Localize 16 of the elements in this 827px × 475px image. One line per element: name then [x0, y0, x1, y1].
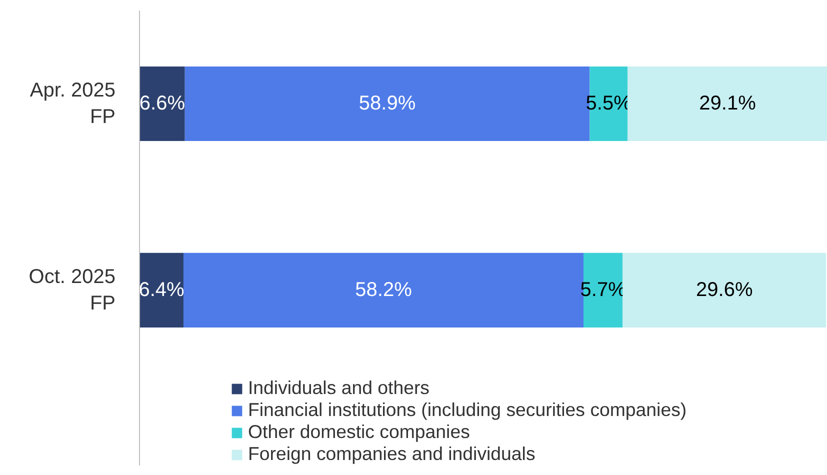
data-label: 6.4% [138, 279, 185, 302]
data-label: 6.6% [139, 92, 186, 115]
y-tick-label: Apr. 2025 FP [30, 80, 116, 128]
data-label: 29.1% [699, 92, 756, 115]
bar [140, 252, 184, 328]
legend-label: Foreign companies and individuals [248, 443, 536, 465]
bar [140, 66, 185, 142]
legend-label: Individuals and others [248, 377, 430, 399]
legend-label: Financial institutions (including securities companies) [248, 399, 687, 421]
bar [622, 252, 826, 328]
data-label: 58.2% [355, 279, 412, 302]
data-label: 29.6% [696, 279, 753, 302]
y-tick-label: Oct. 2025 FP [28, 266, 116, 314]
legend-label: Other domestic companies [248, 421, 470, 443]
data-label: 58.9% [358, 92, 416, 115]
bar [627, 66, 827, 142]
